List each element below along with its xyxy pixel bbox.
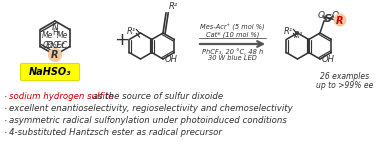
- Text: OH: OH: [322, 55, 335, 64]
- Text: ·: ·: [4, 116, 8, 126]
- FancyBboxPatch shape: [20, 63, 79, 81]
- Text: Mes-Acr⁺ (5 mol %): Mes-Acr⁺ (5 mol %): [200, 24, 265, 31]
- Text: R¹: R¹: [284, 26, 293, 36]
- Text: Me: Me: [42, 30, 54, 40]
- Text: ·: ·: [4, 128, 8, 138]
- Text: as the source of sulfur dixoide: as the source of sulfur dixoide: [90, 92, 223, 101]
- Circle shape: [333, 13, 347, 26]
- Text: O: O: [332, 11, 339, 20]
- Text: H: H: [52, 28, 58, 37]
- Text: asymmetric radical sulfonylation under photoinduced conditions: asymmetric radical sulfonylation under p…: [9, 116, 287, 125]
- Text: CO₂Et: CO₂Et: [42, 41, 65, 50]
- Text: EtO₂C: EtO₂C: [45, 41, 68, 50]
- Text: R²: R²: [169, 2, 178, 11]
- Text: up to >99% ee: up to >99% ee: [316, 81, 374, 90]
- Text: 30 W blue LED: 30 W blue LED: [208, 55, 257, 61]
- Text: +: +: [115, 31, 130, 49]
- Text: ·: ·: [4, 104, 8, 114]
- Text: O: O: [318, 11, 325, 20]
- Text: NaHSO₃: NaHSO₃: [29, 67, 71, 77]
- Text: R: R: [51, 50, 59, 61]
- Text: R²: R²: [293, 31, 303, 40]
- Text: OH: OH: [165, 55, 178, 64]
- Text: Me: Me: [56, 30, 68, 40]
- Text: excellent enantioselectivity, regioselectivity and chemoselectivity: excellent enantioselectivity, regioselec…: [9, 104, 293, 113]
- Text: N: N: [52, 22, 58, 32]
- Text: S: S: [324, 14, 332, 24]
- Text: 4-substituted Hantzsch ester as radical precursor: 4-substituted Hantzsch ester as radical …: [9, 128, 222, 137]
- Circle shape: [48, 48, 62, 62]
- Text: sodium hydrogen sulfite: sodium hydrogen sulfite: [9, 92, 113, 101]
- Text: R: R: [336, 16, 344, 25]
- Text: R¹: R¹: [127, 26, 136, 36]
- Text: ·: ·: [4, 92, 8, 102]
- Text: Cat* (10 mol %): Cat* (10 mol %): [206, 31, 259, 38]
- Text: 26 examples: 26 examples: [321, 72, 370, 81]
- Text: PhCF₃, 20 °C, 48 h: PhCF₃, 20 °C, 48 h: [202, 48, 263, 55]
